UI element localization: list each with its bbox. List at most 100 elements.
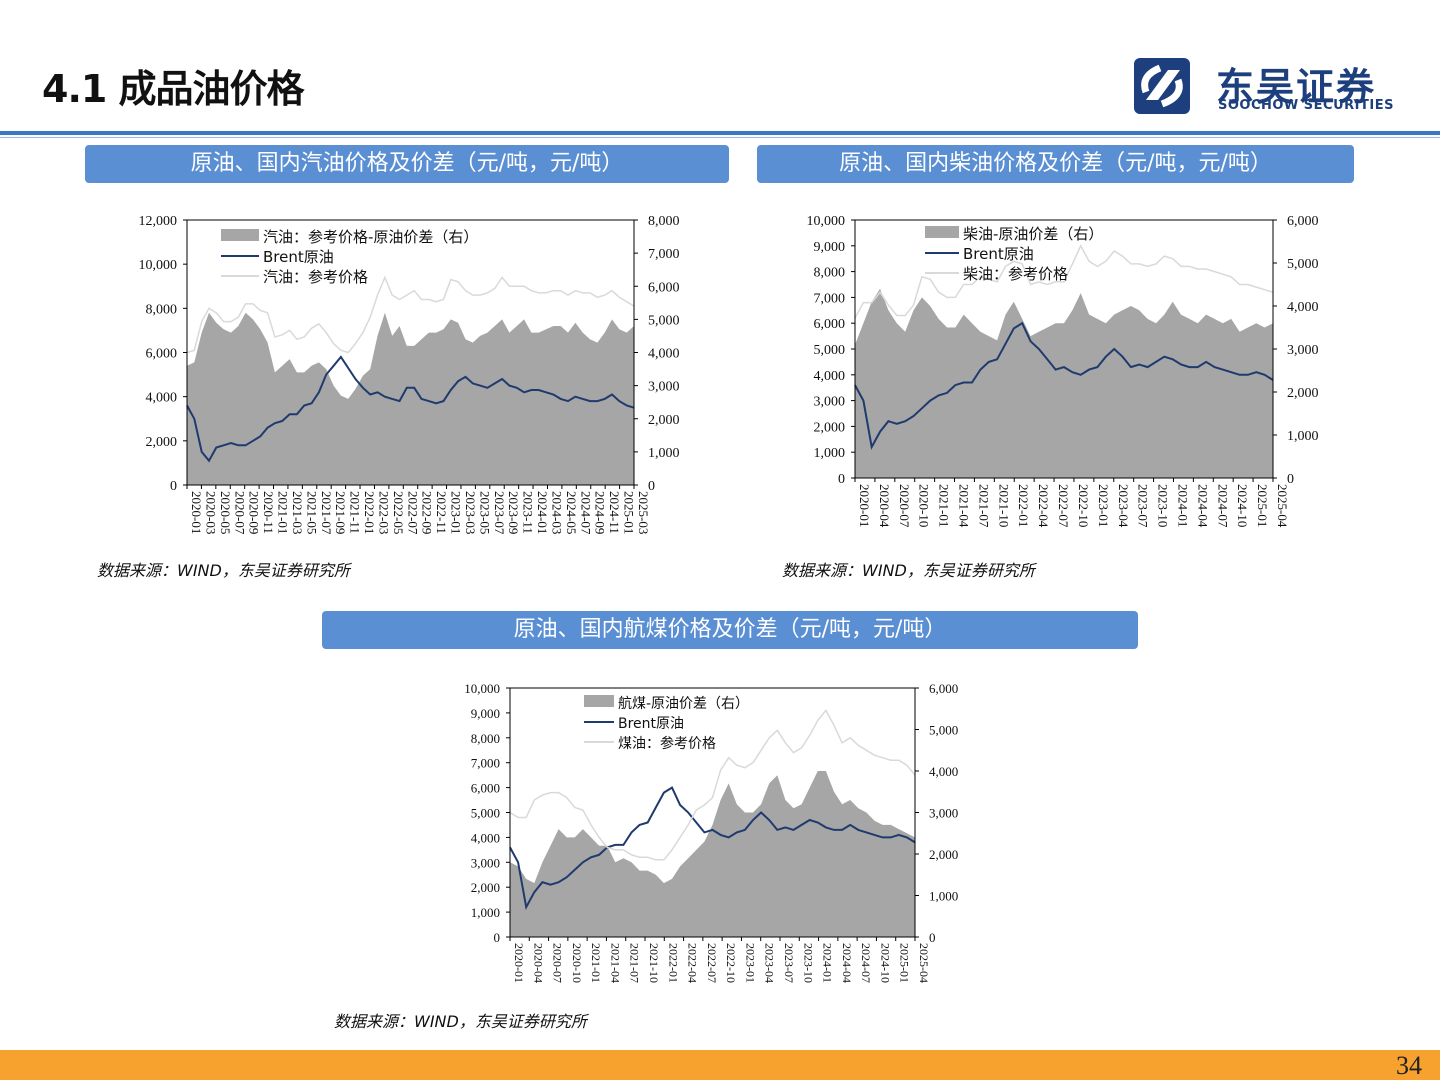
right-tick-label: 6,000: [1287, 214, 1319, 229]
x-tick-label: 2023-10: [1156, 484, 1171, 527]
left-tick-label: 7,000: [471, 756, 500, 771]
x-tick-label: 2022-03: [376, 491, 391, 534]
x-tick-label: 2022-07: [405, 491, 420, 535]
left-tick-label: 9,000: [814, 240, 846, 255]
x-tick-label: 2024-04: [1195, 484, 1210, 528]
left-tick-label: 10,000: [464, 681, 500, 696]
x-tick-label: 2023-01: [743, 943, 757, 983]
x-tick-label: 2025-03: [636, 491, 651, 534]
chart3-title: 原油、国内航煤价格及价差（元/吨，元/吨）: [322, 611, 1138, 649]
x-tick-label: 2020-04: [531, 943, 545, 983]
legend-label: 煤油：参考价格: [618, 735, 716, 752]
logo-chinese: 东吴证券: [1216, 65, 1377, 109]
legend-swatch-area: [925, 226, 959, 238]
left-tick-label: 4,000: [814, 369, 846, 384]
x-tick-label: 2020-09: [247, 491, 262, 534]
chart2-diesel: 10,000 9,000 8,000 7,000 6,000 5,000 4,000 3,00…: [807, 214, 1319, 528]
series-area-0: [187, 312, 634, 485]
x-tick-label: 2022-01: [666, 943, 680, 983]
footer-bar: [0, 1050, 1440, 1080]
x-tick-label: 2021-10: [647, 943, 661, 983]
left-tick-label: 2,000: [471, 880, 500, 895]
left-tick-label: 5,000: [814, 343, 846, 358]
x-tick-label: 2020-03: [203, 491, 218, 534]
left-tick-label: 6,000: [146, 347, 178, 362]
series-line-1: [854, 321, 1274, 450]
x-tick-label: 2024-01: [821, 943, 835, 983]
legend-swatch-area: [221, 229, 259, 241]
legend-label: 汽油：参考价格: [263, 268, 368, 286]
left-tick-label: 2,000: [146, 435, 178, 450]
left-tick-label: 1,000: [471, 905, 500, 920]
x-tick-label: 2024-01: [535, 491, 550, 534]
right-tick-label: 3,000: [1287, 343, 1319, 358]
left-tick-label: 1,000: [814, 446, 846, 461]
series-line-1: [186, 355, 635, 463]
right-tick-label: 3,000: [648, 380, 680, 395]
legend-label: Brent原油: [963, 245, 1034, 263]
x-tick-label: 2020-10: [917, 484, 932, 527]
x-tick-label: 2025-04: [917, 943, 931, 983]
left-tick-label: 10,000: [139, 258, 178, 273]
right-tick-label: 7,000: [648, 247, 680, 262]
x-tick-label: 2021-07: [976, 484, 991, 528]
x-tick-label: 2024-01: [1175, 484, 1190, 527]
x-tick-label: 2021-01: [276, 491, 291, 534]
legend-label: 汽油：参考价格-原油价差（右）: [263, 228, 478, 246]
x-tick-label: 2020-01: [189, 491, 204, 534]
right-tick-label: 6,000: [929, 681, 958, 696]
x-tick-label: 2024-04: [840, 943, 854, 983]
x-tick-label: 2021-07: [628, 943, 642, 983]
x-tick-label: 2021-01: [589, 943, 603, 983]
x-tick-label: 2020-01: [512, 943, 526, 983]
x-tick-label: 2020-05: [218, 491, 233, 534]
x-tick-label: 2023-03: [463, 491, 478, 534]
page-title: 4.1 成品油价格: [42, 67, 305, 111]
x-tick-label: 2022-07: [705, 943, 719, 983]
right-tick-label: 4,000: [1287, 300, 1319, 315]
page-number: 34: [1396, 1051, 1422, 1080]
chart1-source: 数据来源：WIND，东吴证券研究所: [97, 561, 350, 580]
soochow-logo-icon: [1134, 58, 1190, 114]
x-tick-label: 2021-09: [333, 491, 348, 534]
right-tick-label: 2,000: [929, 847, 958, 862]
header-divider: [0, 131, 1440, 135]
left-tick-label: 4,000: [146, 391, 178, 406]
left-tick-label: 12,000: [139, 214, 178, 229]
series-area-0: [855, 288, 1273, 478]
x-tick-label: 2023-01: [449, 491, 464, 534]
x-tick-label: 2022-05: [391, 491, 406, 534]
right-tick-label: 5,000: [1287, 257, 1319, 272]
left-tick-label: 7,000: [814, 291, 846, 306]
left-tick-label: 2,000: [814, 420, 846, 435]
right-tick-label: 0: [929, 930, 936, 945]
x-tick-label: 2024-07: [1215, 484, 1230, 528]
x-tick-label: 2021-11: [348, 491, 363, 534]
series-area-0: [510, 771, 915, 937]
chart3-source: 数据来源：WIND，东吴证券研究所: [334, 1012, 587, 1031]
x-tick-label: 2023-05: [477, 491, 492, 534]
x-tick-label: 2023-07: [1136, 484, 1151, 528]
x-tick-label: 2025-01: [1255, 484, 1270, 527]
x-tick-label: 2022-01: [1016, 484, 1031, 527]
chart2-title: 原油、国内柴油价格及价差（元/吨，元/吨）: [757, 145, 1354, 183]
left-tick-label: 0: [494, 930, 501, 945]
left-tick-label: 10,000: [807, 214, 846, 229]
right-tick-label: 5,000: [929, 723, 958, 738]
left-tick-label: 5,000: [471, 806, 500, 821]
x-tick-label: 2021-07: [319, 491, 334, 535]
series-line-1: [509, 786, 916, 911]
x-tick-label: 2024-07: [578, 491, 593, 535]
x-tick-label: 2020-07: [897, 484, 912, 528]
chart1-title: 原油、国内汽油价格及价差（元/吨，元/吨）: [85, 145, 729, 183]
x-tick-label: 2022-04: [686, 943, 700, 983]
right-tick-label: 0: [648, 479, 655, 494]
right-tick-label: 5,000: [648, 313, 680, 328]
header-divider-thin: [0, 137, 1440, 138]
x-tick-label: 2024-07: [859, 943, 873, 983]
left-tick-label: 3,000: [471, 855, 500, 870]
x-tick-label: 2021-04: [957, 484, 972, 528]
legend-label: 柴油：参考价格: [963, 265, 1068, 283]
x-tick-label: 2020-01: [857, 484, 872, 527]
right-tick-label: 1,000: [929, 889, 958, 904]
